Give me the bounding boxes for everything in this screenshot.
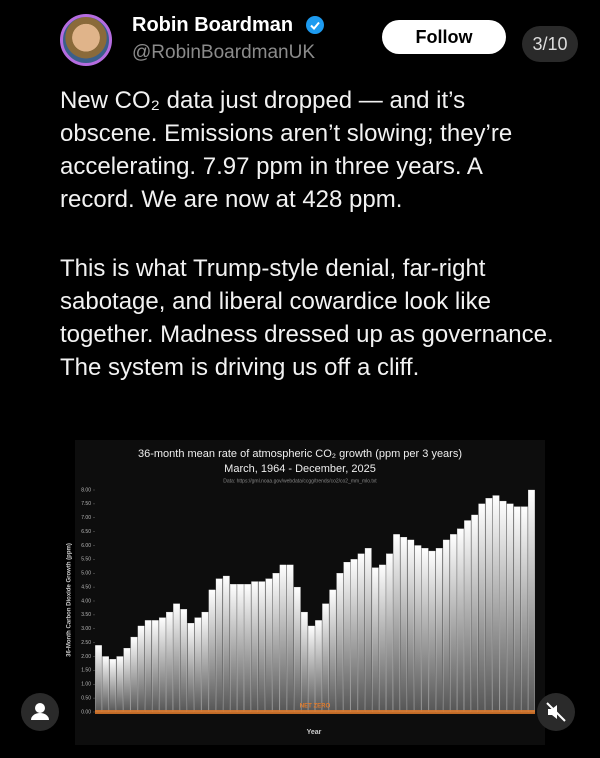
x-axis-label: Year — [307, 729, 322, 736]
mute-button[interactable] — [536, 692, 576, 732]
bar — [208, 589, 216, 713]
bar — [222, 575, 230, 713]
avatar[interactable] — [60, 14, 112, 66]
zero-band — [95, 710, 535, 714]
bar — [116, 656, 124, 713]
bar — [485, 498, 493, 713]
bar — [421, 548, 429, 713]
bar — [528, 489, 535, 713]
verified-badge — [306, 16, 324, 34]
bar — [230, 584, 237, 713]
bar — [130, 636, 138, 713]
chart-title: 36-month mean rate of atmospheric CO₂ gr… — [138, 448, 462, 460]
bar — [272, 573, 280, 713]
bar — [343, 562, 351, 713]
bar — [414, 545, 422, 713]
bar — [187, 623, 195, 713]
bar — [506, 503, 514, 713]
bar — [301, 611, 308, 713]
y-axis-label: 36-Month Carbon Dioxide Growth (ppm) — [67, 543, 73, 657]
bar — [137, 625, 145, 713]
bar — [400, 537, 408, 713]
bar — [336, 573, 344, 713]
y-tick-label: 8.00 — [81, 487, 91, 493]
bar — [357, 553, 365, 713]
y-tick-label: 5.50 — [81, 557, 91, 563]
bar — [173, 603, 180, 713]
profile-button[interactable] — [20, 692, 60, 732]
bar — [279, 564, 287, 713]
bar — [457, 528, 464, 713]
user-name[interactable]: Robin Boardman — [132, 14, 294, 36]
y-tick-label: 2.00 — [81, 654, 91, 660]
chart-background — [75, 440, 545, 745]
bar — [215, 578, 223, 713]
bar — [393, 534, 400, 713]
bar — [329, 589, 337, 713]
bar — [478, 503, 486, 713]
bar — [293, 586, 301, 713]
y-tick-label: 1.00 — [81, 682, 91, 688]
bar — [123, 648, 131, 713]
bar — [428, 550, 436, 713]
chart-subtitle: March, 1964 - December, 2025 — [224, 463, 376, 475]
bar — [513, 506, 521, 713]
y-tick-label: 5.00 — [81, 571, 91, 577]
bar — [442, 539, 450, 713]
bar — [95, 645, 102, 713]
bar — [499, 500, 507, 713]
bar — [265, 578, 273, 713]
bar — [258, 581, 266, 713]
bar — [379, 564, 386, 713]
bar — [435, 548, 443, 713]
y-tick-label: 4.50 — [81, 584, 91, 590]
bar — [350, 559, 358, 713]
bar — [251, 581, 259, 713]
post-text: This is what Trump-style denial, far-rig… — [60, 255, 554, 381]
follow-button[interactable]: Follow — [382, 20, 506, 54]
slide-counter: 3/10 — [522, 26, 578, 62]
y-tick-label: 0.00 — [81, 709, 91, 715]
chart-source: Data: https://gml.noaa.gov/webdata/ccgg/… — [223, 478, 377, 484]
bar — [450, 534, 457, 713]
bar — [180, 609, 188, 713]
bar — [194, 617, 202, 713]
bar — [364, 548, 372, 713]
y-tick-label: 7.00 — [81, 515, 91, 521]
y-tick-label: 1.50 — [81, 668, 91, 674]
y-tick-label: 0.50 — [81, 695, 91, 701]
bar — [521, 506, 528, 713]
bar — [407, 539, 415, 713]
bar — [286, 564, 294, 713]
bar — [109, 659, 117, 713]
y-tick-label: 3.00 — [81, 626, 91, 632]
y-tick-label: 6.50 — [81, 529, 91, 535]
bar — [322, 603, 329, 713]
bar — [244, 584, 251, 713]
y-tick-label: 7.50 — [81, 501, 91, 507]
bar — [471, 514, 479, 713]
bar — [371, 567, 379, 713]
y-tick-label: 6.00 — [81, 543, 91, 549]
y-tick-label: 2.50 — [81, 640, 91, 646]
bar — [159, 617, 166, 713]
bar — [386, 553, 393, 713]
annotation: NET ZERO — [300, 704, 331, 710]
bar — [166, 611, 173, 713]
bar — [102, 656, 109, 713]
bar — [308, 625, 315, 713]
post-text: New CO₂ data just dropped — and it’s obs… — [60, 87, 513, 213]
bar — [237, 584, 244, 713]
user-handle[interactable]: @RobinBoardmanUK — [132, 42, 315, 63]
y-tick-label: 3.50 — [81, 612, 91, 618]
bar — [151, 620, 159, 713]
bar — [492, 495, 500, 713]
bar — [144, 620, 152, 713]
bar — [315, 620, 322, 713]
bar — [464, 520, 471, 713]
y-tick-label: 4.00 — [81, 598, 91, 604]
bar — [201, 611, 209, 713]
